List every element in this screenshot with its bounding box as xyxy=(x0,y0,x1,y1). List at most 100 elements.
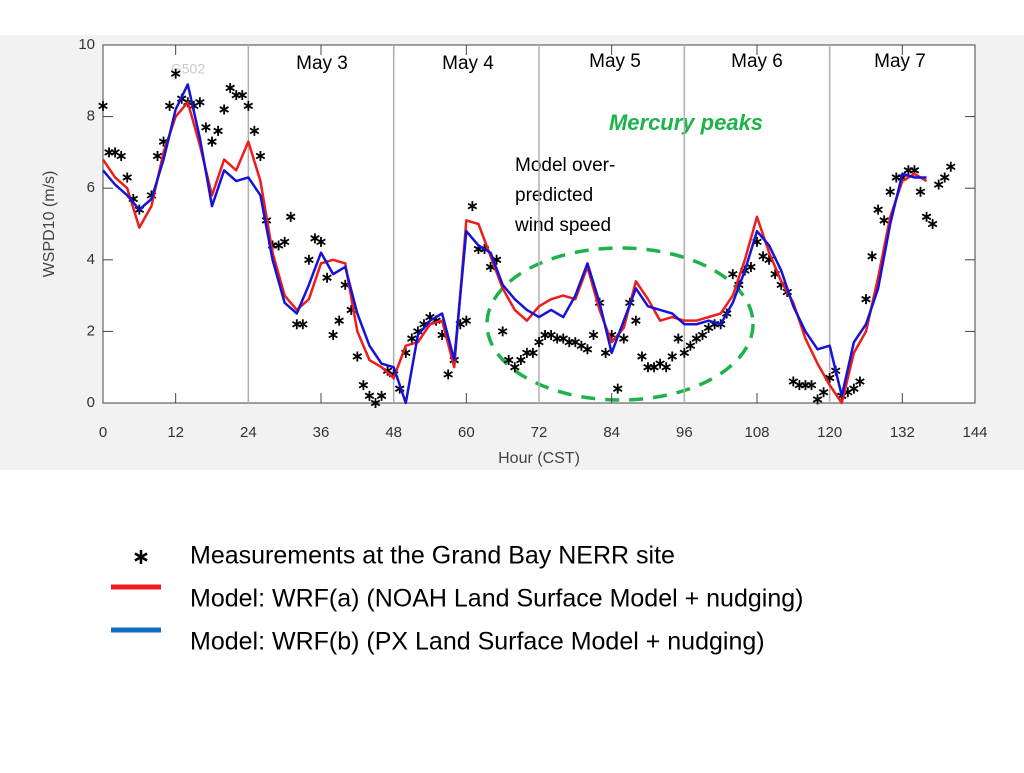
measurement-point xyxy=(164,100,175,111)
measurement-point xyxy=(467,201,478,212)
x-tick-label: 108 xyxy=(744,424,769,441)
measurement-point xyxy=(255,150,266,161)
measurement-point xyxy=(225,82,235,93)
measurement-point xyxy=(849,383,859,394)
measurement-point xyxy=(600,347,611,358)
measurement-point xyxy=(516,355,526,366)
x-tick-label: 0 xyxy=(99,424,107,441)
measurement-point xyxy=(528,347,538,358)
day-label: May 4 xyxy=(442,53,494,74)
measurement-point xyxy=(279,236,290,247)
measurement-point xyxy=(685,340,696,351)
y-tick-label: 0 xyxy=(87,394,95,411)
measurement-point xyxy=(243,100,254,111)
measurement-point xyxy=(915,186,926,197)
measurement-point xyxy=(316,236,326,247)
station-label: G502 xyxy=(171,61,205,77)
annotation: wind speed xyxy=(514,215,611,236)
measurement-point xyxy=(867,251,877,262)
measurement-point xyxy=(322,272,332,283)
measurement-point xyxy=(152,150,163,161)
measurement-point xyxy=(509,362,520,373)
measurement-point xyxy=(237,90,248,101)
measurement-point xyxy=(116,150,126,161)
measurement-point xyxy=(122,172,133,183)
measurement-point xyxy=(661,362,671,373)
measurement-point xyxy=(213,125,223,136)
day-label: May 5 xyxy=(589,51,641,72)
legend-label: Measurements at the Grand Bay NERR site xyxy=(190,542,675,570)
measurement-point xyxy=(885,186,896,197)
measurement-point xyxy=(461,315,472,326)
measurement-point xyxy=(921,211,932,222)
measurement-point xyxy=(534,337,544,348)
measurement-point xyxy=(873,204,883,215)
y-tick-label: 4 xyxy=(87,251,95,268)
x-tick-label: 60 xyxy=(458,424,475,441)
x-tick-label: 72 xyxy=(531,424,548,441)
measurement-point xyxy=(443,369,453,380)
day-label: May 6 xyxy=(731,51,783,72)
measurement-point xyxy=(334,315,344,326)
annotation: Model over- xyxy=(515,155,615,176)
day-label: May 7 xyxy=(874,51,926,72)
measurement-point xyxy=(201,122,211,133)
measurement-point xyxy=(637,351,647,362)
measurement-point xyxy=(631,315,641,326)
measurement-point xyxy=(407,333,417,344)
measurement-point xyxy=(879,215,889,226)
measurement-point xyxy=(364,390,375,401)
y-axis-label: WSPD10 (m/s) xyxy=(41,171,58,278)
highlight-ellipse xyxy=(485,246,755,402)
measurement-point xyxy=(939,172,950,183)
measurement-point xyxy=(376,390,387,401)
measurement-point xyxy=(249,125,260,136)
day-label: May 3 xyxy=(296,53,348,74)
measurement-point xyxy=(933,179,944,190)
x-tick-label: 120 xyxy=(817,424,842,441)
legend-label: Model: WRF(b) (PX Land Surface Model + n… xyxy=(190,628,765,656)
measurement-point xyxy=(582,344,593,355)
measurement-point xyxy=(855,376,865,387)
x-tick-label: 84 xyxy=(603,424,620,441)
measurement-point xyxy=(727,269,738,280)
measurement-point xyxy=(612,383,623,394)
measurement-point xyxy=(207,136,217,147)
measurement-point xyxy=(195,97,205,108)
measurement-point xyxy=(746,261,756,272)
measurement-point xyxy=(98,100,108,111)
measurement-point xyxy=(618,333,629,344)
annotation: predicted xyxy=(515,185,593,206)
measurement-point xyxy=(667,351,678,362)
measurement-point xyxy=(304,254,314,265)
x-tick-label: 132 xyxy=(890,424,915,441)
y-tick-label: 10 xyxy=(78,36,95,53)
series-line xyxy=(102,83,927,405)
legend-marker xyxy=(134,550,148,564)
x-tick-label: 12 xyxy=(167,424,184,441)
measurement-point xyxy=(679,347,690,358)
measurement-point xyxy=(219,104,229,115)
measurement-point xyxy=(328,329,338,340)
measurement-point xyxy=(697,329,708,340)
measurement-point xyxy=(812,394,823,405)
measurement-point xyxy=(352,351,363,362)
measurement-point xyxy=(588,329,599,340)
measurement-point xyxy=(358,380,369,391)
measurement-point xyxy=(927,219,938,229)
measurement-point xyxy=(370,398,381,408)
measurement-point xyxy=(673,333,684,344)
legend-label: Model: WRF(a) (NOAH Land Surface Model +… xyxy=(190,585,803,613)
x-tick-label: 144 xyxy=(962,424,987,441)
measurement-point xyxy=(298,319,308,330)
y-tick-label: 6 xyxy=(87,179,95,196)
measurement-point xyxy=(285,211,296,222)
measurement-point xyxy=(806,380,817,391)
x-tick-label: 36 xyxy=(313,424,330,441)
measurement-point xyxy=(497,326,508,337)
x-axis-label: Hour (CST) xyxy=(498,450,580,467)
measurement-point xyxy=(861,294,871,305)
x-tick-label: 48 xyxy=(385,424,402,441)
